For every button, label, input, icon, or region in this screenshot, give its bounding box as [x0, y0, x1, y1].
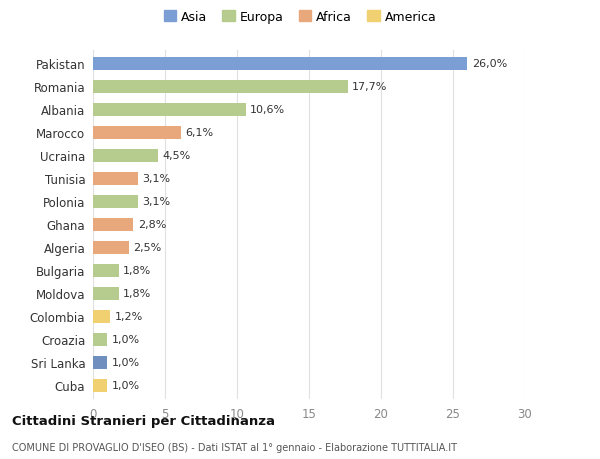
Bar [93, 333, 107, 346]
Text: 1,0%: 1,0% [112, 381, 140, 391]
Text: COMUNE DI PROVAGLIO D'ISEO (BS) - Dati ISTAT al 1° gennaio - Elaborazione TUTTIT: COMUNE DI PROVAGLIO D'ISEO (BS) - Dati I… [12, 442, 457, 452]
Text: 4,5%: 4,5% [162, 151, 190, 161]
Text: 2,5%: 2,5% [133, 243, 161, 253]
Bar [93, 173, 137, 185]
Bar [93, 310, 110, 323]
Bar [93, 264, 119, 277]
Text: 2,8%: 2,8% [137, 220, 166, 230]
Text: 17,7%: 17,7% [352, 82, 388, 92]
Text: 3,1%: 3,1% [142, 197, 170, 207]
Text: 3,1%: 3,1% [142, 174, 170, 184]
Bar [93, 150, 158, 162]
Bar [93, 287, 119, 300]
Text: 1,2%: 1,2% [115, 312, 143, 322]
Text: 10,6%: 10,6% [250, 105, 285, 115]
Text: 1,8%: 1,8% [123, 266, 151, 276]
Bar [93, 356, 107, 369]
Text: 1,8%: 1,8% [123, 289, 151, 299]
Text: 26,0%: 26,0% [472, 59, 507, 69]
Text: 1,0%: 1,0% [112, 358, 140, 368]
Bar [93, 379, 107, 392]
Bar [93, 104, 245, 117]
Bar [93, 58, 467, 71]
Bar [93, 127, 181, 140]
Text: 6,1%: 6,1% [185, 128, 213, 138]
Bar [93, 81, 348, 94]
Bar [93, 241, 129, 254]
Bar [93, 196, 137, 208]
Bar [93, 218, 133, 231]
Text: Cittadini Stranieri per Cittadinanza: Cittadini Stranieri per Cittadinanza [12, 414, 275, 428]
Text: 1,0%: 1,0% [112, 335, 140, 345]
Legend: Asia, Europa, Africa, America: Asia, Europa, Africa, America [161, 9, 439, 27]
